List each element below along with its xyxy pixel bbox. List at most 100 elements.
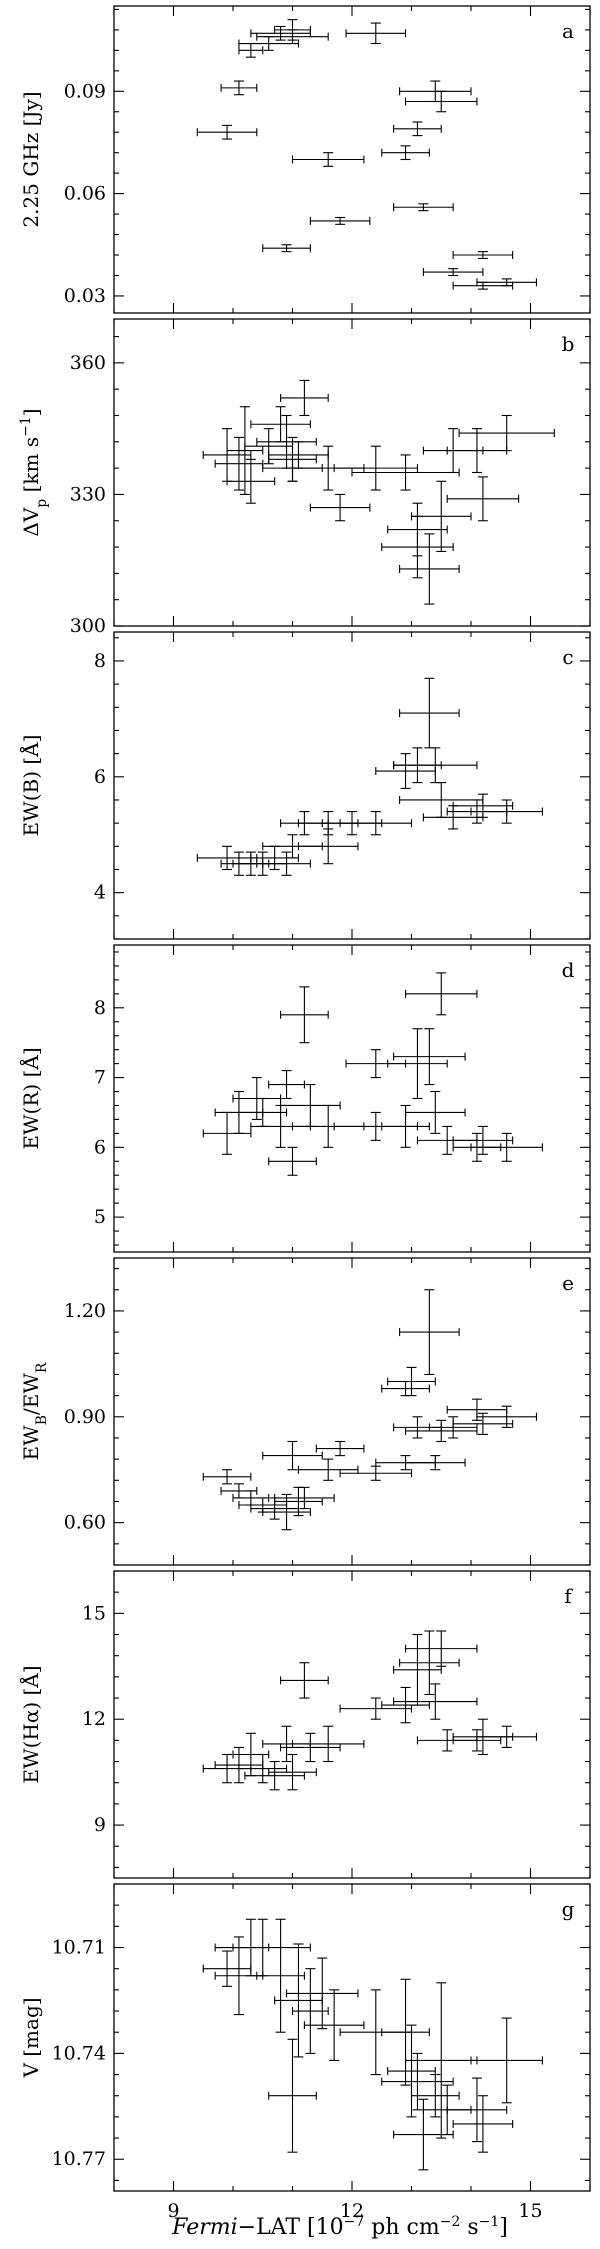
y-tick-label: 9 xyxy=(94,1814,106,1836)
data-point xyxy=(381,1380,430,1397)
data-point xyxy=(399,1630,460,1696)
x-axis-label: Fermi−LAT [10−7 ph cm−2 s−1] xyxy=(171,2214,508,2240)
data-point xyxy=(315,1440,365,1457)
data-point xyxy=(256,414,317,469)
y-axis-label-unit: [km s xyxy=(19,437,43,499)
data-point xyxy=(291,1968,329,2054)
data-point xyxy=(452,2095,514,2153)
data-point xyxy=(196,845,258,871)
data-point xyxy=(333,445,419,491)
data-point xyxy=(404,972,478,1016)
data-point xyxy=(202,1469,252,1485)
data-point xyxy=(226,458,276,504)
x-axis-label-end: ] xyxy=(499,2215,508,2240)
data-point xyxy=(291,445,365,491)
y-axis-label-sub: B xyxy=(34,1415,50,1425)
data-point xyxy=(285,1957,359,2030)
data-point xyxy=(452,793,514,818)
data-point xyxy=(262,1440,323,1471)
y-tick-label: 0.09 xyxy=(64,80,106,102)
panel-letter: e xyxy=(562,1271,574,1295)
data-point xyxy=(422,268,484,277)
y-tick-label: 10.74 xyxy=(52,2042,106,2064)
y-tick-label: 330 xyxy=(70,483,106,505)
data-point xyxy=(404,1630,478,1667)
panel-f: 9 12 15 f EW(Hα) [Å] xyxy=(18,1570,591,1879)
data-point xyxy=(381,2052,454,2111)
data-point xyxy=(291,1725,365,1763)
y-axis-label-main: EW xyxy=(19,1425,43,1461)
panel-d: 5 6 7 8 d EW(R) [Å] xyxy=(18,944,591,1253)
y-axis-label-main: 2.25 GHz [Jy] xyxy=(19,91,43,227)
data-point xyxy=(268,1146,317,1176)
data-point xyxy=(297,1458,359,1481)
x-axis-label-mid: ph cm xyxy=(364,2215,440,2240)
data-point xyxy=(393,1633,442,1706)
data-point xyxy=(262,851,311,876)
y-tick-label: 1.20 xyxy=(64,1300,106,1322)
data-point xyxy=(393,203,454,212)
data-point xyxy=(399,533,460,605)
data-point xyxy=(470,799,543,824)
panel-g-frame xyxy=(113,1883,591,2192)
data-point xyxy=(404,1090,466,1134)
panel-letter: d xyxy=(562,958,575,982)
y-tick-label: 10.71 xyxy=(52,1937,106,1959)
x-axis-label-exp1: −7 xyxy=(344,2214,365,2230)
data-point xyxy=(268,1070,305,1100)
data-point xyxy=(470,1132,543,1162)
y-axis-label-main: EW(R) [Å] xyxy=(18,1047,43,1149)
data-point xyxy=(309,493,371,522)
data-point xyxy=(375,753,436,789)
data-point xyxy=(345,22,407,45)
data-point xyxy=(351,454,460,491)
data-point xyxy=(280,1732,341,1763)
data-point xyxy=(250,25,311,41)
data-point xyxy=(280,379,329,417)
y-tick-label: 0.90 xyxy=(64,1406,106,1428)
y-axis-label: 2.25 GHz [Jy] xyxy=(19,91,43,227)
y-tick-label: 6 xyxy=(94,1136,106,1158)
y-axis-label-main: EW(Hα) [Å] xyxy=(18,1665,43,1783)
x-axis-label-exp2: −2 xyxy=(440,2214,461,2230)
panel-letter: c xyxy=(562,645,573,669)
data-point xyxy=(238,42,264,58)
data-point xyxy=(399,677,460,749)
y-axis-label: EW(Hα) [Å] xyxy=(18,1665,43,1783)
data-point xyxy=(393,747,478,784)
data-point xyxy=(404,90,478,113)
data-point xyxy=(399,782,484,818)
data-point xyxy=(309,216,371,225)
data-point xyxy=(274,1486,323,1517)
panel-letter: a xyxy=(562,19,574,43)
data-point xyxy=(404,1455,466,1471)
y-axis-label-sub: p xyxy=(34,499,50,508)
data-point xyxy=(274,1943,323,2058)
panel-e-frame xyxy=(113,1257,591,1566)
x-tick-label: 12 xyxy=(340,2200,364,2222)
y-tick-label: 8 xyxy=(94,997,106,1019)
y-axis-label-main: ΔV xyxy=(19,507,43,536)
y-axis-label: EW(R) [Å] xyxy=(18,1047,43,1149)
panel-letter: f xyxy=(564,1584,573,1608)
y-tick-label: 300 xyxy=(70,615,106,637)
y-tick-label: 12 xyxy=(82,1708,106,1730)
data-point xyxy=(303,1989,365,2061)
x-axis-label-rest: −LAT [10 xyxy=(238,2215,344,2240)
data-point xyxy=(399,80,472,103)
data-point xyxy=(476,1725,538,1748)
data-point xyxy=(202,428,252,482)
data-point xyxy=(387,2024,436,2118)
data-point xyxy=(399,1289,460,1375)
y-tick-label: 8 xyxy=(94,650,106,672)
data-point xyxy=(280,1662,329,1699)
y-tick-label: 0.60 xyxy=(64,1512,106,1534)
data-point xyxy=(274,1486,335,1510)
y-tick-label: 7 xyxy=(94,1067,106,1089)
data-point xyxy=(214,436,264,491)
data-point xyxy=(476,1405,538,1428)
data-point xyxy=(410,2074,460,2118)
data-point xyxy=(268,1753,317,1791)
y-axis-label-slash: /EW xyxy=(19,1373,43,1415)
